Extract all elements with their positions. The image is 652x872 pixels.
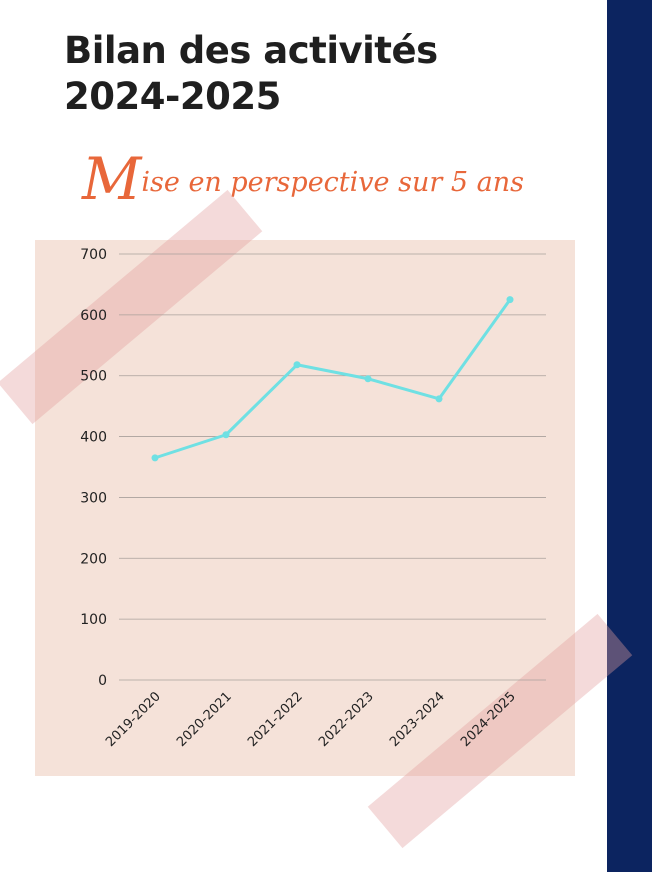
data-point [151,454,159,462]
title-line-2: 2024-2025 [64,75,281,118]
subtitle: Mise en perspective sur 5 ans [82,150,524,208]
x-tick-label: 2022-2023 [316,689,377,750]
page-title: Bilan des activités 2024-2025 [64,28,438,120]
sidebar-band [607,0,652,872]
y-tick-label: 400 [80,430,107,446]
y-tick-label: 600 [80,308,107,324]
x-tick-label: 2020-2021 [174,689,235,750]
y-tick-label: 500 [80,369,107,385]
y-tick-label: 200 [80,551,107,567]
data-point [506,296,514,304]
subtitle-text: ise en perspective sur 5 ans [141,167,524,198]
data-point [364,375,372,383]
x-tick-label: 2019-2020 [103,689,164,750]
y-tick-label: 700 [80,247,107,263]
title-line-1: Bilan des activités [64,29,438,72]
data-point [435,395,443,403]
data-point [293,361,301,369]
subtitle-initial: M [82,145,142,213]
x-tick-label: 2023-2024 [387,689,448,750]
chart-background [35,240,575,776]
data-point [222,431,230,439]
y-tick-label: 0 [98,673,107,689]
x-tick-label: 2021-2022 [245,689,306,750]
x-tick-label: 2024-2025 [458,689,519,750]
series-line [154,298,512,460]
y-tick-label: 300 [80,490,107,506]
y-tick-label: 100 [80,612,107,628]
